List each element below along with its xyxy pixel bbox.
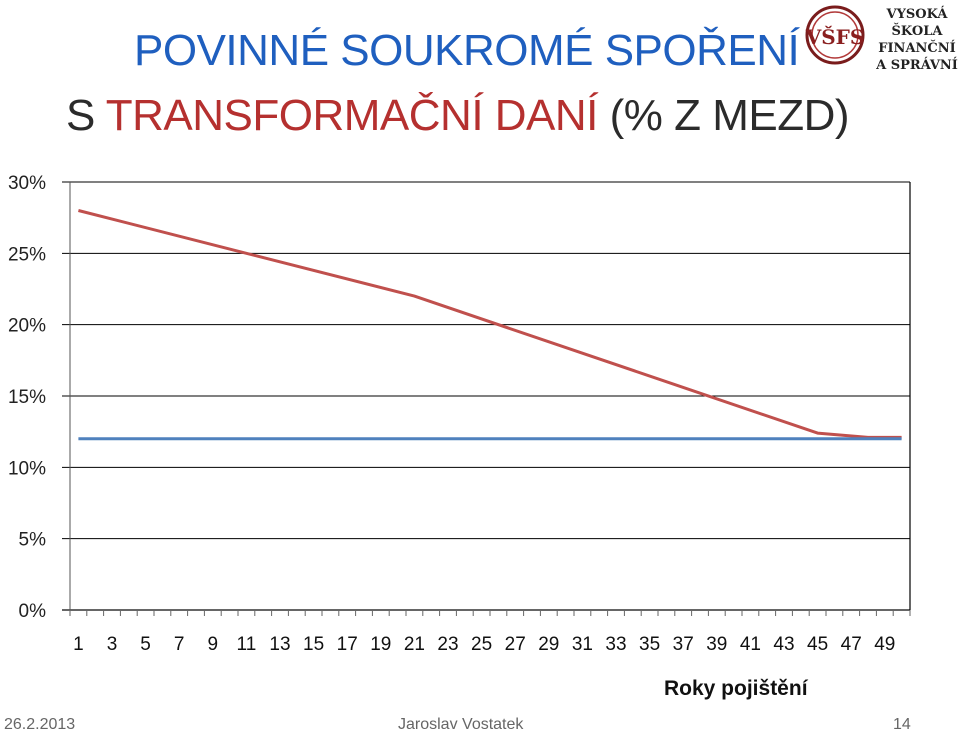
- x-tick-label: 27: [505, 634, 526, 655]
- x-axis-ticks: 1 3 5 7 9 11 13 15 17 19 21 23 25 27 29 31 33 35 37 39 41 43 4…: [73, 634, 895, 655]
- title-line-1: POVINNÉ SOUKROMÉ SPOŘENÍ: [134, 26, 800, 75]
- x-tick-label: 13: [269, 634, 290, 655]
- y-tick-label: 5%: [19, 530, 47, 551]
- logo-monogram: VŠFS: [805, 24, 864, 49]
- chart-series: [78, 209, 902, 441]
- x-tick-label: 47: [841, 634, 862, 655]
- y-tick-label: 15%: [8, 387, 46, 408]
- x-tick-label: 21: [404, 634, 425, 655]
- chart-grid: [62, 181, 911, 616]
- x-tick-label: 49: [874, 634, 895, 655]
- footer-page-number: 14: [893, 716, 911, 733]
- x-axis-label: Roky pojištění: [664, 677, 808, 700]
- footer-date: 26.2.2013: [4, 716, 76, 733]
- footer-author: Jaroslav Vostatek: [398, 716, 524, 733]
- logo-text: VYSOKÁ ŠKOLA FINANČNÍ A SPRÁVNÍ: [873, 6, 960, 74]
- x-tick-label: 33: [605, 634, 626, 655]
- title-line-2-highlight: TRANSFORMAČNÍ DANÍ: [105, 91, 599, 140]
- x-tick-label: 1: [73, 634, 84, 655]
- x-tick-label: 25: [471, 634, 492, 655]
- x-tick-label: 23: [437, 634, 458, 655]
- x-tick-label: 7: [174, 634, 185, 655]
- x-tick-label: 5: [140, 634, 151, 655]
- x-tick-label: 37: [673, 634, 694, 655]
- x-tick-label: 41: [740, 634, 761, 655]
- vsfs-logo: VŠFS: [805, 5, 865, 65]
- logo-text-line-1: VYSOKÁ ŠKOLA: [886, 7, 948, 39]
- series-line-0: [78, 209, 902, 439]
- x-tick-label: 31: [572, 634, 593, 655]
- x-tick-label: 19: [370, 634, 391, 655]
- x-tick-label: 35: [639, 634, 660, 655]
- x-tick-label: 29: [538, 634, 559, 655]
- y-tick-label: 30%: [8, 173, 46, 194]
- title-line-2-suffix: (% Z MEZD): [597, 91, 850, 140]
- x-tick-label: 17: [337, 634, 358, 655]
- title-line-2: S TRANSFORMAČNÍ DANÍ (% Z MEZD): [66, 91, 850, 141]
- logo-inner-ring: [811, 11, 859, 59]
- x-tick-label: 9: [208, 634, 219, 655]
- x-tick-label: 15: [303, 634, 324, 655]
- x-tick-label: 11: [237, 634, 257, 655]
- y-axis-ticks: 0% 5% 10% 15% 20% 25% 30%: [8, 173, 46, 622]
- logo-ring: [805, 5, 865, 65]
- logo-text-line-3: A SPRÁVNÍ: [876, 58, 958, 73]
- x-tick-label: 45: [807, 634, 828, 655]
- x-tick-label: 39: [706, 634, 727, 655]
- x-tick-label: 43: [773, 634, 794, 655]
- y-tick-label: 20%: [8, 316, 46, 337]
- y-tick-label: 25%: [8, 244, 46, 265]
- y-tick-label: 0%: [19, 601, 47, 622]
- x-tick-label: 3: [107, 634, 118, 655]
- y-tick-label: 10%: [8, 458, 46, 479]
- logo-text-line-2: FINANČNÍ: [878, 41, 956, 56]
- title-line-2-prefix: S: [66, 91, 106, 140]
